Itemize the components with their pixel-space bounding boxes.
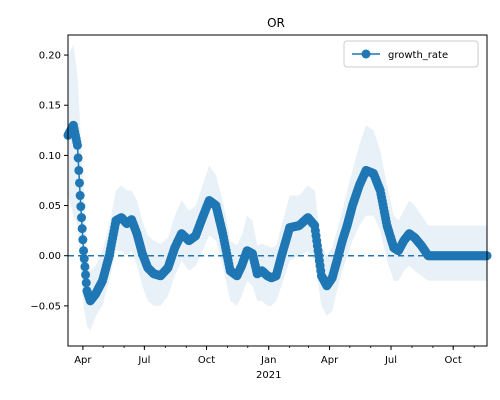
legend: growth_rate: [343, 40, 479, 68]
x-year-label: 2021: [256, 370, 281, 381]
data-point: [74, 178, 84, 188]
y-tick-label: 0.20: [39, 51, 61, 62]
data-point: [79, 254, 89, 264]
legend-box: [343, 40, 479, 68]
y-tick-label: 0.00: [39, 251, 61, 262]
x-tick-label: Oct: [445, 355, 462, 366]
data-point: [77, 224, 87, 234]
y-tick-label: −0.05: [30, 301, 61, 312]
data-point: [80, 262, 90, 272]
data-point: [79, 246, 89, 256]
data-point: [76, 202, 86, 212]
x-tick-label: Jan: [260, 355, 276, 366]
data-point: [73, 153, 83, 163]
x-tick-label: Apr: [74, 355, 92, 366]
chart-title: OR: [267, 16, 285, 30]
data-point: [72, 140, 82, 150]
y-tick-label: 0.10: [39, 151, 61, 162]
data-point: [74, 165, 84, 175]
plot-area: −0.05 0.00 0.05 0.10 0.15 0.20 Apr Jul Oct Jan Apr…: [30, 34, 492, 381]
x-tick-label: Jul: [384, 355, 397, 366]
data-point: [78, 235, 88, 245]
series-markers: [63, 120, 492, 306]
y-tick-label: 0.15: [39, 101, 61, 112]
legend-marker: [361, 49, 371, 59]
x-tick-label: Apr: [321, 355, 339, 366]
data-point: [75, 191, 85, 201]
axes-frame: [67, 34, 488, 347]
data-point: [77, 213, 87, 223]
legend-label: growth_rate: [388, 50, 448, 61]
y-tick-label: 0.05: [39, 201, 61, 212]
x-tick-label: Oct: [198, 355, 215, 366]
x-tick-label: Jul: [137, 355, 150, 366]
data-point: [81, 270, 91, 280]
data-point: [81, 278, 91, 288]
